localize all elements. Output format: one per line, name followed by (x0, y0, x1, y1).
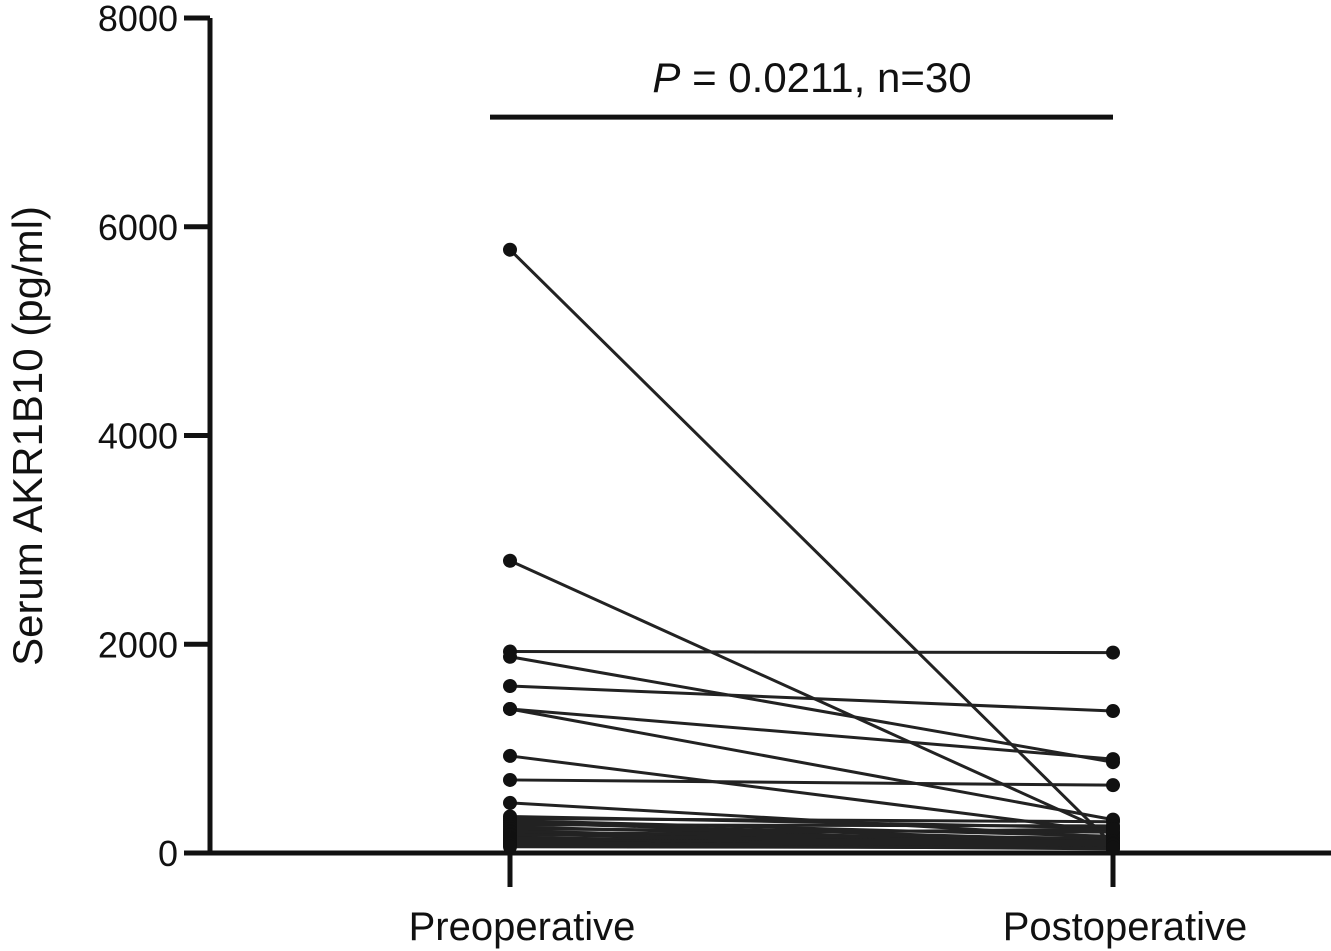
x-category-label: Preoperative (409, 905, 636, 949)
pair-line (509, 650, 1114, 655)
pre-point (503, 839, 517, 854)
pre-point (503, 242, 517, 257)
y-tick-label: 8000 (98, 0, 178, 39)
x-ticks: Preoperative Postoperative (409, 853, 1248, 949)
pair-line (509, 655, 1114, 764)
pair-line (509, 778, 1114, 787)
pair-line (509, 817, 1114, 824)
post-point (1106, 840, 1120, 855)
y-tick-label: 4000 (98, 416, 178, 457)
y-tick-label: 6000 (98, 207, 178, 248)
y-tick-label: 2000 (98, 624, 178, 665)
pair-line (509, 823, 1114, 828)
y-ticks: 0 2000 4000 6000 8000 (98, 0, 210, 874)
post-point (1106, 778, 1120, 793)
pre-point (503, 679, 517, 693)
post-point (1106, 752, 1120, 767)
x-category-label: Postoperative (1003, 905, 1248, 949)
p-value-annotation: P = 0.0211, n=30 (652, 54, 971, 101)
y-tick-label: 0 (158, 833, 178, 874)
pair-line (509, 707, 1114, 822)
pre-point (503, 701, 517, 716)
pair-line (509, 827, 1114, 837)
y-axis-title: Serum AKR1B10 (pg/ml) (4, 206, 51, 666)
pair-line (509, 754, 1114, 834)
pair-line (509, 827, 1114, 834)
pre-point (503, 553, 517, 568)
data-points (503, 242, 1120, 856)
pre-point (503, 649, 517, 664)
post-point (1106, 704, 1120, 719)
pre-point (503, 772, 517, 787)
post-point (1106, 645, 1120, 660)
post-point (1106, 821, 1120, 836)
pair-line (509, 684, 1114, 713)
p-symbol: P (652, 54, 680, 101)
pre-point (503, 748, 517, 763)
pair-line (509, 842, 1114, 847)
pair-line (509, 836, 1114, 844)
pair-line (509, 845, 1114, 850)
pair-line (508, 248, 1115, 846)
pair-line (509, 707, 1114, 761)
pair-line (509, 819, 1114, 838)
p-value-text: = 0.0211, n=30 (680, 54, 971, 101)
paired-lines (508, 248, 1115, 851)
pre-point (503, 795, 517, 810)
